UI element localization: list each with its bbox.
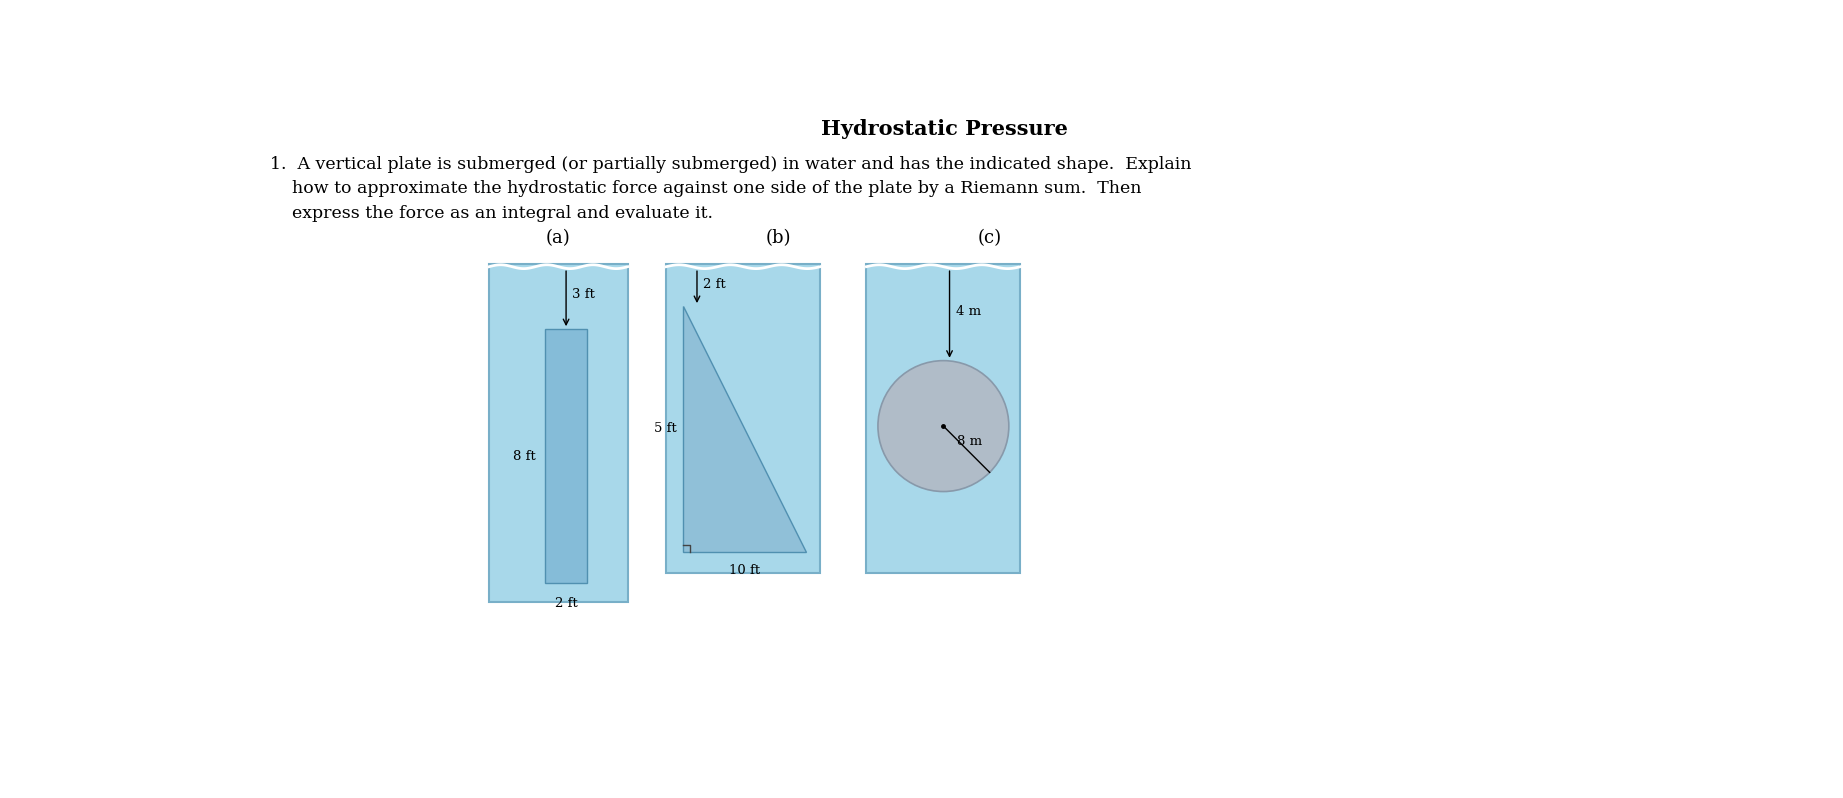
Text: 4 m: 4 m bbox=[957, 305, 980, 318]
Text: (b): (b) bbox=[767, 229, 791, 247]
Bar bbox=[866, 263, 1021, 573]
Bar bbox=[665, 263, 820, 573]
Text: 3 ft: 3 ft bbox=[571, 288, 595, 302]
Circle shape bbox=[877, 361, 1008, 492]
Text: Hydrostatic Pressure: Hydrostatic Pressure bbox=[820, 119, 1067, 139]
Bar bbox=[488, 263, 628, 602]
Text: how to approximate the hydrostatic force against one side of the plate by a Riem: how to approximate the hydrostatic force… bbox=[269, 180, 1141, 197]
Text: 10 ft: 10 ft bbox=[730, 564, 761, 577]
Bar bbox=[546, 329, 588, 583]
Text: express the force as an integral and evaluate it.: express the force as an integral and eva… bbox=[269, 205, 713, 222]
Text: 1.  A vertical plate is submerged (or partially submerged) in water and has the : 1. A vertical plate is submerged (or par… bbox=[269, 156, 1191, 173]
Polygon shape bbox=[684, 306, 807, 551]
Text: 2 ft: 2 ft bbox=[704, 278, 726, 290]
Text: 2 ft: 2 ft bbox=[555, 597, 577, 610]
Text: 5 ft: 5 ft bbox=[654, 422, 676, 435]
Text: 8 ft: 8 ft bbox=[512, 449, 536, 463]
Text: (a): (a) bbox=[546, 229, 571, 247]
Text: (c): (c) bbox=[977, 229, 1001, 247]
Text: 8 m: 8 m bbox=[957, 435, 982, 448]
